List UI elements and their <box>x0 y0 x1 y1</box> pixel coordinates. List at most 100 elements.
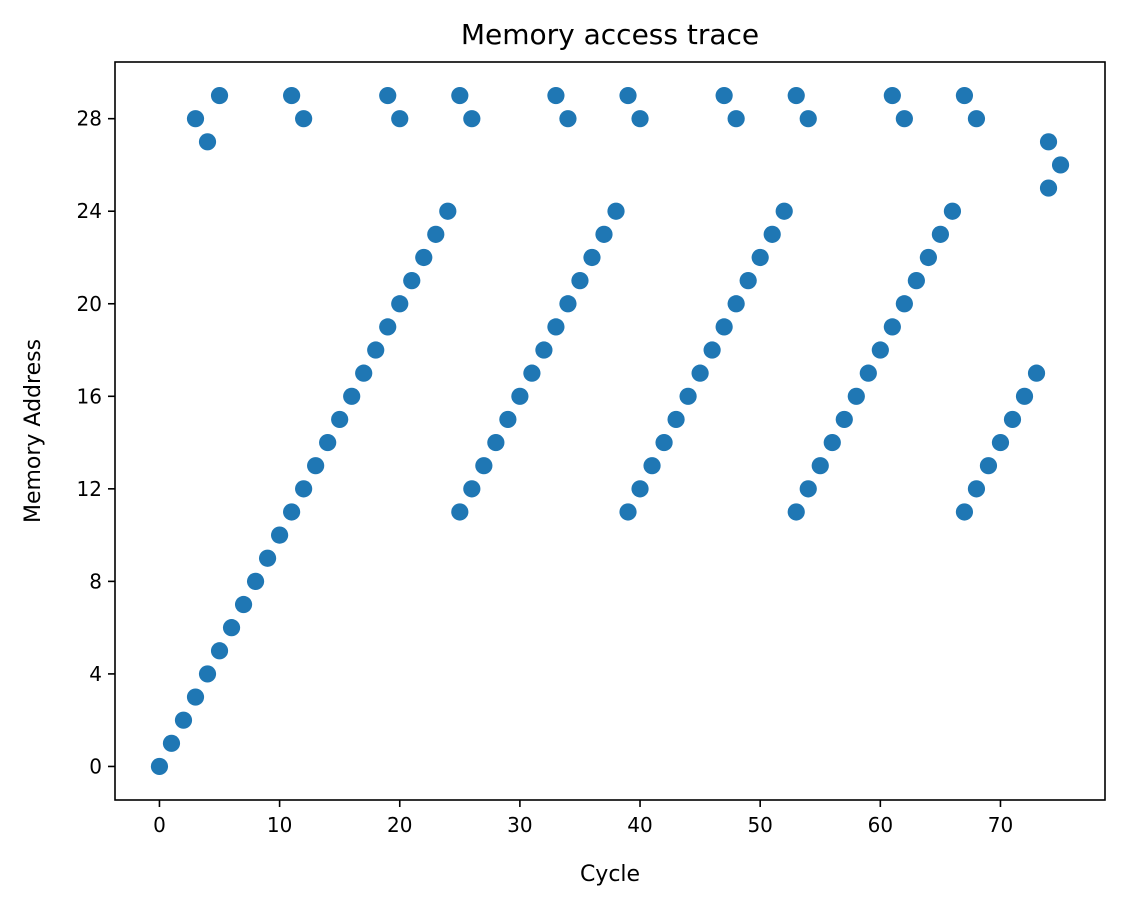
data-point <box>703 341 721 359</box>
data-point <box>751 248 769 267</box>
data-point <box>535 341 553 359</box>
x-tick-label: 40 <box>627 813 652 837</box>
data-point <box>931 225 950 243</box>
data-point <box>727 295 745 313</box>
data-point <box>823 433 841 452</box>
x-tick-label: 0 <box>153 813 166 837</box>
data-point <box>1003 410 1022 429</box>
data-point <box>186 110 205 128</box>
data-point <box>835 410 853 429</box>
data-point <box>547 86 565 105</box>
data-point <box>799 110 817 128</box>
data-point <box>379 86 397 105</box>
data-point <box>607 202 625 220</box>
data-point <box>859 364 877 382</box>
data-point <box>631 110 649 128</box>
data-point <box>979 457 998 475</box>
data-point <box>967 480 986 498</box>
data-point <box>655 433 673 452</box>
chart-title: Memory access trace <box>461 18 759 51</box>
data-point <box>523 364 541 382</box>
data-point <box>391 295 409 313</box>
data-point <box>427 225 445 243</box>
data-point <box>955 86 974 105</box>
data-point <box>283 503 301 521</box>
data-point <box>691 364 709 382</box>
data-point <box>174 711 193 729</box>
data-point <box>799 480 817 498</box>
x-tick-label: 10 <box>267 813 292 837</box>
data-point <box>331 410 349 429</box>
data-point <box>943 202 962 220</box>
data-point <box>559 110 577 128</box>
data-point <box>463 480 481 498</box>
data-point <box>667 410 685 429</box>
data-point <box>319 433 337 452</box>
data-point <box>210 86 229 105</box>
y-tick-label: 28 <box>77 107 102 131</box>
y-axis-label: Memory Address <box>21 339 46 523</box>
y-tick-label: 4 <box>89 662 102 686</box>
data-point <box>391 110 409 128</box>
data-point <box>763 225 781 243</box>
data-point <box>355 364 373 382</box>
data-point <box>487 433 505 452</box>
data-point <box>547 318 565 336</box>
x-tick-label: 60 <box>868 813 893 837</box>
x-ticks: 0 10 20 30 40 50 60 70 <box>153 800 1013 837</box>
data-point <box>883 86 901 105</box>
data-point <box>727 110 745 128</box>
data-point <box>955 503 974 521</box>
data-point <box>895 110 913 128</box>
plot-frame <box>114 61 1106 801</box>
data-point <box>883 318 901 336</box>
data-point <box>307 457 325 475</box>
x-tick-label: 30 <box>507 813 532 837</box>
points-layer <box>150 86 1070 776</box>
data-point <box>1027 364 1046 382</box>
data-point <box>295 110 313 128</box>
data-point <box>439 202 457 220</box>
data-point <box>631 480 649 498</box>
data-point <box>643 457 661 475</box>
data-point <box>451 503 469 521</box>
data-point <box>739 272 757 290</box>
data-point <box>991 433 1010 452</box>
data-point <box>451 86 469 105</box>
data-point <box>679 387 697 405</box>
y-tick-label: 8 <box>89 569 102 593</box>
y-tick-label: 16 <box>77 384 102 408</box>
data-point <box>415 248 433 267</box>
data-point <box>907 272 925 290</box>
data-point <box>234 595 253 614</box>
data-point <box>343 387 361 405</box>
data-point <box>210 642 229 660</box>
data-point <box>198 665 217 683</box>
data-point <box>571 272 589 290</box>
data-point <box>271 526 289 544</box>
data-point <box>475 457 493 475</box>
data-point <box>258 549 277 567</box>
data-point <box>775 202 793 220</box>
y-tick-label: 20 <box>77 292 102 316</box>
data-point <box>895 295 913 313</box>
x-tick-label: 20 <box>387 813 412 837</box>
y-tick-label: 24 <box>77 199 102 223</box>
x-tick-label: 50 <box>747 813 772 837</box>
data-point <box>295 480 313 498</box>
data-point <box>403 272 421 290</box>
data-point <box>222 619 241 637</box>
data-point <box>162 734 181 752</box>
data-point <box>1039 179 1058 197</box>
y-tick-label: 0 <box>89 754 102 778</box>
data-point <box>246 572 265 590</box>
x-axis-label: Cycle <box>580 862 640 887</box>
x-tick-label: 70 <box>988 813 1013 837</box>
data-point <box>367 341 385 359</box>
data-point <box>150 757 169 776</box>
data-point <box>811 457 829 475</box>
data-point <box>379 318 397 336</box>
data-point <box>619 503 637 521</box>
